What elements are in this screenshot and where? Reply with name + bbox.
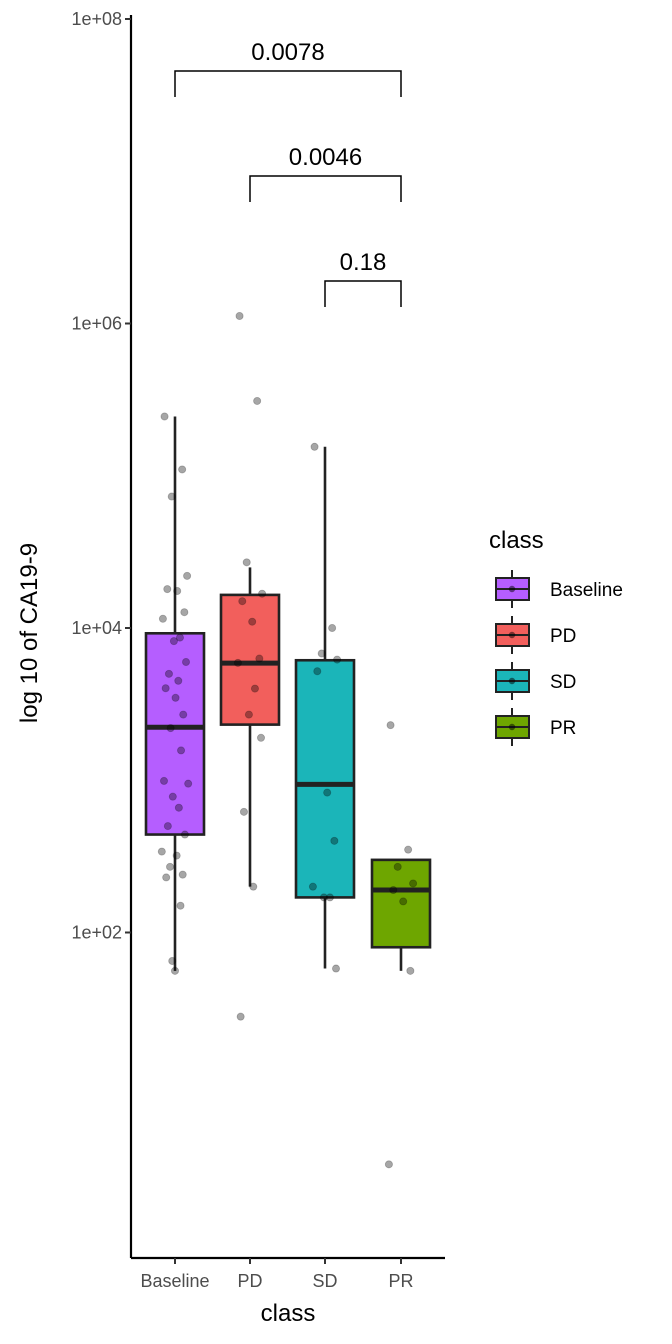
data-point [333,655,342,664]
data-point [386,721,395,730]
box-sd [294,658,356,899]
comparison-bracket [174,70,402,97]
data-point [409,879,418,888]
legend-key-point [508,631,516,639]
data-point [178,465,187,474]
data-point [159,776,168,785]
data-point [171,693,180,702]
data-point [166,724,175,733]
data-point [235,312,244,321]
data-point [253,396,262,405]
data-point [236,1012,245,1021]
data-point [404,845,413,854]
x-tick-label: SD [312,1271,337,1291]
data-point [160,412,169,421]
data-point [170,966,179,975]
x-tick-label: PR [388,1271,413,1291]
data-point [178,870,187,879]
data-point [167,492,176,501]
data-point [242,558,251,567]
data-point [173,586,182,595]
data-point [331,964,340,973]
comparison-brackets: 0.0078 0.0046 0.18 [174,39,402,307]
data-point [406,966,415,975]
data-point [180,608,189,617]
y-tick-label: 1e+04 [71,618,122,638]
data-point [184,779,193,788]
data-point [233,658,242,667]
x-axis-title: class [261,1300,316,1327]
x-tick-label: Baseline [140,1271,209,1291]
y-tick-label: 1e+02 [71,923,122,943]
data-point [168,792,177,801]
box-baseline [144,631,206,836]
data-point [384,1160,393,1169]
y-tick-label: 1e+06 [71,314,122,334]
data-point [238,597,247,606]
data-point [157,847,166,856]
comparison-bracket [249,175,402,202]
p-value-label: 0.0078 [251,39,324,66]
data-point [169,637,178,646]
data-point [244,710,253,719]
comparison-bracket [324,280,402,307]
data-point [308,882,317,891]
data-point [180,830,189,839]
box-pd [219,593,281,726]
data-point [389,886,398,895]
data-point [239,807,248,816]
data-point [179,710,188,719]
data-point [163,822,172,831]
data-point [174,803,183,812]
data-point [325,893,334,902]
data-point [323,788,332,797]
data-point [249,882,258,891]
data-point [172,851,181,860]
data-point [256,733,265,742]
x-tick-label: PD [237,1271,262,1291]
data-point [161,684,170,693]
data-point [313,667,322,676]
legend-label: PD [550,626,576,647]
y-axis-title: log 10 of CA19-9 [16,543,43,723]
data-point [163,585,172,594]
data-point [176,901,185,910]
data-point [317,649,326,658]
legend-title: class [489,527,544,554]
legend: class Baseline PD SD PR [489,527,623,746]
data-point [181,657,190,666]
data-point [164,669,173,678]
data-point [328,624,337,633]
data-point [248,617,257,626]
legend-label: SD [550,672,576,693]
box-pr [370,858,432,949]
data-point [250,684,259,693]
y-tick-label: 1e+08 [71,9,122,29]
legend-key-point [508,723,516,731]
legend-label: Baseline [550,580,623,601]
legend-key-point [508,677,516,685]
data-point [255,654,264,663]
legend-key-point [508,585,516,593]
data-point [330,836,339,845]
data-point [175,633,184,642]
p-value-label: 0.18 [340,249,387,276]
data-point [168,956,177,965]
data-point [258,589,267,598]
data-point [177,746,186,755]
data-point [310,442,319,451]
plot-panel: 1e+02 1e+04 1e+06 1e+08 Baseline PD SD PR [71,9,445,1291]
data-point [158,614,167,623]
data-point [393,862,402,871]
data-point [183,571,192,580]
p-value-label: 0.0046 [289,144,362,171]
data-point [166,862,175,871]
data-point [162,873,171,882]
data-point [319,893,328,902]
data-point [174,676,183,685]
legend-label: PR [550,718,576,739]
data-point [399,897,408,906]
